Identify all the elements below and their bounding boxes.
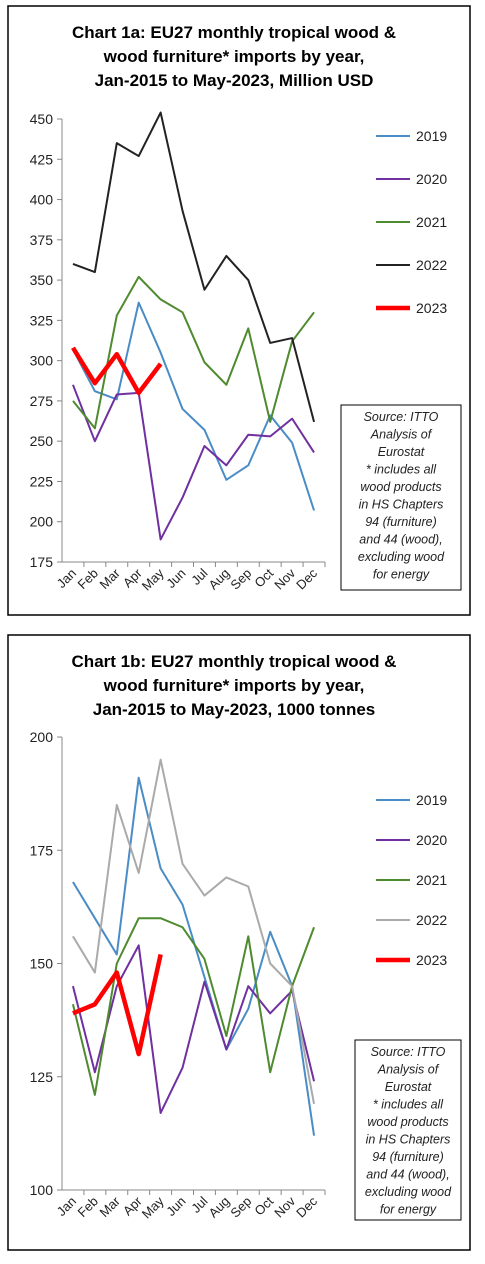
note-text: in HS Chapters (359, 498, 444, 512)
y-tick-label: 250 (30, 433, 54, 449)
note-text: wood products (367, 1115, 448, 1129)
chart-title: Chart 1b: EU27 monthly tropical wood & (72, 652, 397, 671)
note-text: and 44 (wood), (359, 533, 442, 547)
y-tick-label: 150 (30, 956, 54, 972)
y-tick-label: 400 (30, 192, 54, 208)
note-box (354, 1039, 462, 1221)
y-tick-label: 275 (30, 393, 54, 409)
legend-label: 2020 (416, 171, 447, 187)
y-tick-label: 300 (30, 353, 54, 369)
series-line (71, 917, 315, 1096)
chart-title: wood furniture* imports by year, (103, 676, 365, 695)
y-tick-label: 100 (30, 1182, 54, 1198)
y-tick-label: 375 (30, 232, 54, 248)
legend-label: 2021 (416, 214, 447, 230)
series-line (72, 758, 316, 1105)
legend-label: 2019 (416, 128, 447, 144)
legend-label: 2021 (416, 872, 447, 888)
y-tick-label: 450 (30, 111, 54, 127)
y-tick-label: 225 (30, 473, 54, 489)
y-tick-label: 200 (30, 514, 54, 530)
series-line (72, 301, 315, 511)
note-text: Eurostat (378, 445, 425, 459)
chart-title: Jan-2015 to May-2023, Million USD (95, 71, 374, 90)
series-line (71, 944, 316, 1114)
y-tick-label: 200 (30, 729, 54, 745)
series-line (72, 776, 316, 1136)
note-text: Source: ITTO (364, 410, 439, 424)
note-text: wood products (360, 480, 441, 494)
note-text: Eurostat (385, 1080, 432, 1094)
note-text: 94 (furniture) (372, 1150, 444, 1164)
series-line (72, 275, 315, 430)
note-text: Source: ITTO (371, 1045, 446, 1059)
y-tick-label: 325 (30, 312, 54, 328)
legend-label: 2019 (416, 792, 447, 808)
chart-title: Chart 1a: EU27 monthly tropical wood & (72, 23, 396, 42)
y-tick-label: 350 (30, 272, 54, 288)
note-text: and 44 (wood), (366, 1168, 449, 1182)
legend-label: 2022 (416, 257, 447, 273)
y-tick-label: 425 (30, 151, 54, 167)
note-text: 94 (furniture) (365, 515, 437, 529)
note-text: excluding wood (365, 1185, 452, 1199)
legend-label: 2023 (416, 952, 447, 968)
note-text: for energy (380, 1203, 437, 1217)
note-text: for energy (373, 568, 430, 582)
y-tick-label: 175 (30, 842, 54, 858)
chart-title: wood furniture* imports by year, (103, 47, 365, 66)
note-text: * includes all (366, 463, 437, 477)
legend-label: 2022 (416, 912, 447, 928)
note-text: in HS Chapters (366, 1133, 451, 1147)
series-line (71, 346, 163, 396)
note-text: excluding wood (358, 550, 445, 564)
series-line (72, 384, 315, 541)
y-tick-label: 175 (30, 554, 54, 570)
note-box (340, 404, 462, 591)
note-text: Analysis of (377, 1063, 440, 1077)
note-text: Analysis of (370, 428, 433, 442)
note-text: * includes all (373, 1098, 444, 1112)
series-line (72, 953, 163, 1057)
chart-title: Jan-2015 to May-2023, 1000 tonnes (93, 700, 376, 719)
legend-label: 2020 (416, 832, 447, 848)
series-line (72, 111, 316, 423)
y-tick-label: 125 (30, 1069, 54, 1085)
legend-label: 2023 (416, 300, 447, 316)
